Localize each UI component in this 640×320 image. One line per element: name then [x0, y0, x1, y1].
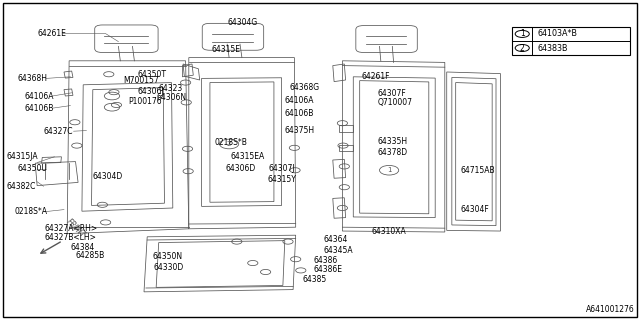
Text: 64386E: 64386E [314, 265, 342, 274]
Text: 64304G: 64304G [227, 18, 257, 27]
Text: 64106A: 64106A [24, 92, 54, 100]
Text: 64350T: 64350T [138, 70, 166, 79]
Text: 64304F: 64304F [461, 205, 490, 214]
Text: 64106A: 64106A [285, 96, 314, 105]
Text: 64383B: 64383B [538, 44, 568, 52]
Text: 64375H: 64375H [285, 126, 315, 135]
Text: 64384: 64384 [70, 243, 95, 252]
Text: 64307J: 64307J [269, 164, 296, 173]
Text: 1: 1 [387, 167, 392, 173]
Text: 0218S*B: 0218S*B [214, 138, 247, 147]
Text: 64315E: 64315E [211, 45, 240, 54]
Text: 64368G: 64368G [289, 83, 319, 92]
Text: 64315Y: 64315Y [268, 175, 296, 184]
Text: P100176: P100176 [128, 97, 162, 106]
Text: 64306N: 64306N [157, 93, 187, 102]
Text: A641001276: A641001276 [586, 305, 635, 314]
Text: 64715AB: 64715AB [461, 166, 495, 175]
Text: 64315EA: 64315EA [230, 152, 265, 161]
Text: 64385: 64385 [302, 276, 326, 284]
Text: 64368H: 64368H [18, 74, 48, 83]
Text: 64327C: 64327C [44, 127, 73, 136]
Text: 64382C: 64382C [6, 182, 36, 191]
Text: 64306D: 64306D [225, 164, 255, 173]
Text: 64315JA: 64315JA [6, 152, 38, 161]
Text: 1: 1 [520, 29, 525, 38]
Text: 64386: 64386 [314, 256, 338, 265]
Text: 64310XA: 64310XA [371, 227, 406, 236]
Text: 64378D: 64378D [378, 148, 408, 157]
Text: 64261F: 64261F [362, 72, 390, 81]
Text: 64350U: 64350U [18, 164, 48, 173]
Text: 64285B: 64285B [76, 252, 105, 260]
Text: 64345A: 64345A [323, 246, 353, 255]
Text: 64330D: 64330D [154, 263, 184, 272]
Text: M700157: M700157 [123, 76, 159, 85]
Text: 64261E: 64261E [37, 29, 66, 38]
Text: Q710007: Q710007 [378, 98, 413, 107]
Text: 64304D: 64304D [93, 172, 123, 181]
Text: 64307F: 64307F [378, 89, 406, 98]
Text: 64350N: 64350N [152, 252, 182, 261]
Text: 64306J: 64306J [138, 87, 164, 96]
Text: FRONT: FRONT [64, 217, 86, 239]
Text: 64335H: 64335H [378, 137, 408, 146]
Bar [512, 27, 630, 55]
Text: 2: 2 [227, 141, 231, 147]
Text: 2: 2 [520, 44, 525, 52]
Text: 64364: 64364 [323, 236, 348, 244]
Text: 64327B<LH>: 64327B<LH> [45, 233, 97, 242]
Text: 64103A*B: 64103A*B [538, 29, 578, 38]
Text: 64106B: 64106B [285, 109, 314, 118]
Text: 64323: 64323 [159, 84, 183, 92]
Text: 64327A<RH>: 64327A<RH> [45, 224, 98, 233]
Text: 64106B: 64106B [24, 104, 54, 113]
Text: 0218S*A: 0218S*A [14, 207, 47, 216]
